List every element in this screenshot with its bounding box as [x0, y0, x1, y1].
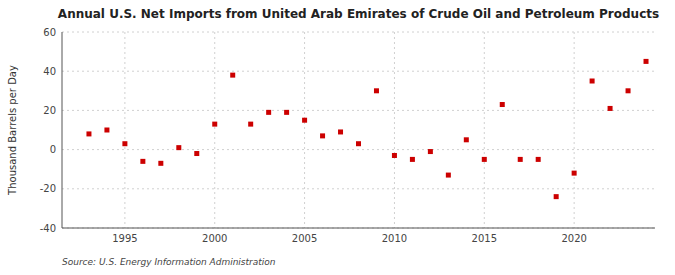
tick-label: 1995 — [112, 233, 137, 244]
point — [140, 159, 145, 164]
point — [176, 145, 181, 150]
grid-line — [214, 32, 215, 228]
point — [230, 73, 235, 78]
grid-line — [62, 71, 655, 72]
point — [320, 133, 325, 138]
point — [464, 137, 469, 142]
tick-label: -40 — [40, 223, 56, 234]
grid-line — [62, 149, 655, 150]
point — [644, 59, 649, 64]
point — [302, 118, 307, 123]
point — [194, 151, 199, 156]
grid-line — [304, 32, 305, 228]
tick-label: 0 — [50, 144, 56, 155]
tick-label: 2005 — [292, 233, 317, 244]
point — [554, 194, 559, 199]
axis-label: Thousand Barrels per Day — [7, 65, 18, 196]
tick-label: -20 — [40, 183, 56, 194]
point — [122, 141, 127, 146]
point — [158, 161, 163, 166]
point — [374, 88, 379, 93]
source-note: Source: U.S. Energy Information Administ… — [62, 257, 276, 267]
points — [86, 59, 648, 199]
point — [248, 122, 253, 127]
point — [212, 122, 217, 127]
point — [410, 157, 415, 162]
tick-label: 60 — [43, 27, 56, 38]
point — [518, 157, 523, 162]
chart: -40 -20 0 20 40 60 1995 2000 2005 2010 2015 2020 Ann… — [0, 0, 675, 275]
tick-label: 2000 — [202, 233, 227, 244]
grid — [62, 32, 655, 228]
grid-line — [124, 32, 125, 228]
tick-label: 2010 — [382, 233, 407, 244]
point — [284, 110, 289, 115]
point — [86, 131, 91, 136]
point — [428, 149, 433, 154]
grid-line — [62, 188, 655, 189]
axes: -40 -20 0 20 40 60 1995 2000 2005 2010 2015 2020 — [40, 27, 655, 245]
point — [572, 171, 577, 176]
point — [338, 129, 343, 134]
point — [482, 157, 487, 162]
y-axis — [62, 32, 63, 228]
tick-label: 2015 — [472, 233, 497, 244]
point — [446, 173, 451, 178]
grid-line — [394, 32, 395, 228]
tick-label: 40 — [43, 66, 56, 77]
x-axis — [62, 228, 655, 229]
point — [104, 128, 109, 133]
point — [608, 106, 613, 111]
grid-line — [484, 32, 485, 228]
grid-line — [574, 32, 575, 228]
grid-line — [62, 228, 655, 229]
grid-line — [62, 110, 655, 111]
point — [500, 102, 505, 107]
point — [356, 141, 361, 146]
tick-label: 2020 — [561, 233, 586, 244]
title: Annual U.S. Net Imports from United Arab… — [58, 7, 659, 21]
point — [266, 110, 271, 115]
point — [590, 79, 595, 84]
point — [392, 153, 397, 158]
point — [626, 88, 631, 93]
point — [536, 157, 541, 162]
grid-line — [62, 32, 655, 33]
tick-label: 20 — [43, 105, 56, 116]
